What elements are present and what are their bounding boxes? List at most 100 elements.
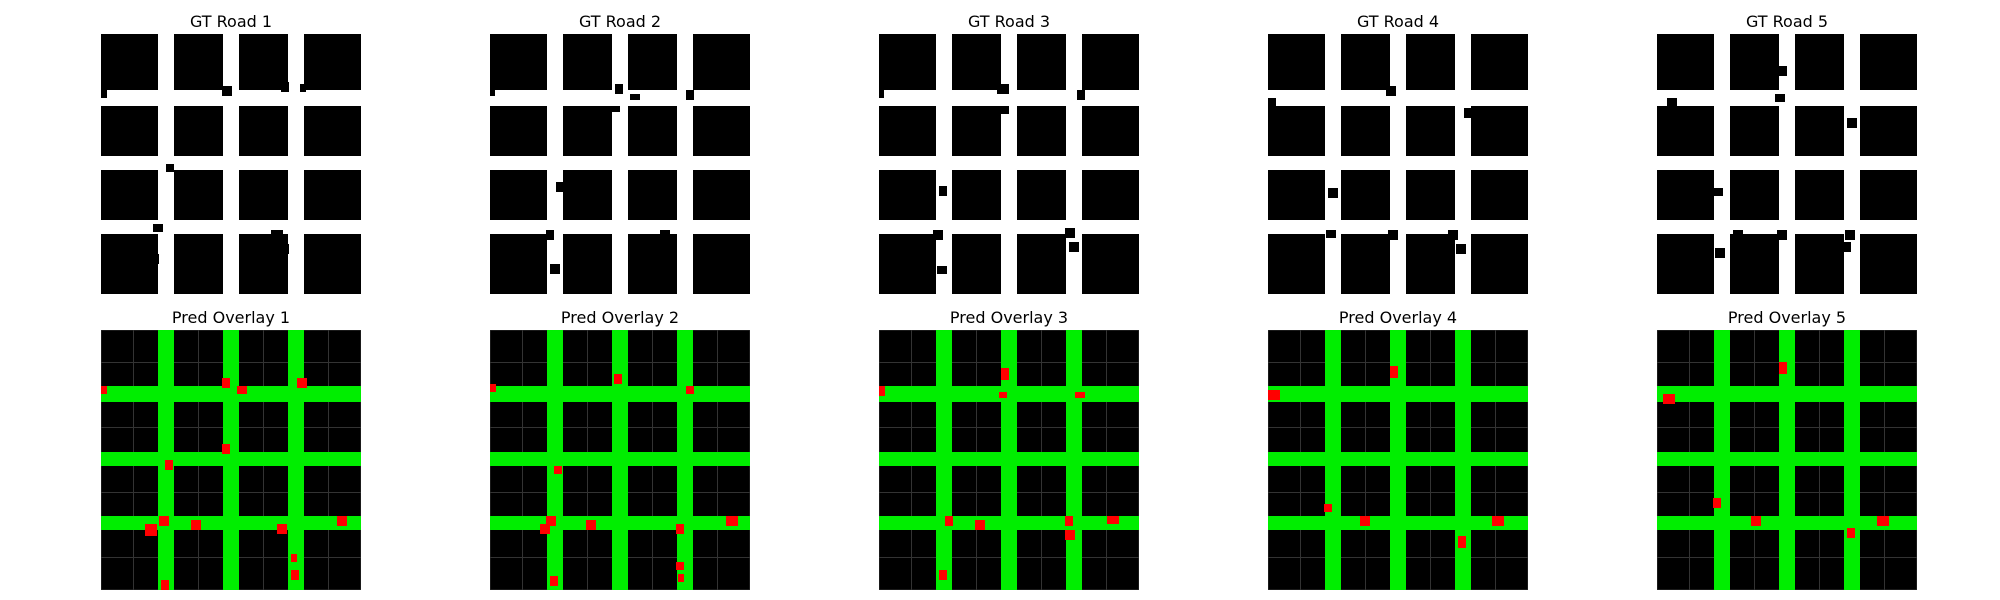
overlay-grid-graphic — [879, 330, 1139, 590]
error-marker — [678, 574, 684, 582]
road-notch — [630, 238, 640, 248]
error-marker — [1458, 536, 1466, 548]
error-marker — [1877, 516, 1889, 526]
error-marker — [676, 524, 684, 534]
road-band — [1268, 156, 1528, 170]
road-band — [879, 90, 1139, 106]
panel-title: Pred Overlay 4 — [1338, 308, 1458, 327]
error-marker — [1779, 362, 1787, 374]
road-grid-graphic — [101, 34, 361, 294]
road-notch — [1069, 242, 1079, 252]
overlay-grid-graphic — [1657, 330, 1917, 590]
road-notch — [879, 88, 884, 98]
error-marker — [1075, 392, 1085, 398]
panel-title: Pred Overlay 5 — [1727, 308, 1847, 327]
error-marker — [191, 520, 201, 530]
error-marker — [1001, 368, 1009, 380]
error-marker — [291, 554, 297, 562]
error-marker — [546, 516, 556, 526]
road-notch — [101, 90, 107, 98]
error-marker — [686, 386, 694, 394]
road-notch — [939, 186, 947, 196]
error-marker — [999, 392, 1007, 398]
road-notch — [1775, 94, 1785, 102]
predicted-road-band — [101, 516, 361, 530]
predicted-road-band — [1657, 452, 1917, 466]
road-mask-image — [101, 34, 361, 294]
panel-title: GT Road 3 — [967, 12, 1051, 31]
error-marker — [297, 378, 307, 388]
road-band — [490, 90, 750, 106]
road-notch — [1777, 230, 1787, 240]
prediction-overlay-image — [1657, 330, 1917, 590]
error-marker — [554, 466, 562, 474]
predicted-road-band — [101, 386, 361, 402]
road-notch — [630, 94, 640, 100]
road-band — [101, 90, 361, 106]
road-mask-image — [490, 34, 750, 294]
road-notch — [1326, 230, 1336, 238]
road-grid-graphic — [1657, 34, 1917, 294]
error-marker — [101, 386, 107, 394]
error-marker — [1107, 516, 1119, 524]
road-notch — [1733, 230, 1743, 240]
prediction-overlay-image — [1268, 330, 1528, 590]
road-notch — [149, 254, 159, 264]
road-band — [101, 156, 361, 170]
road-notch — [997, 84, 1009, 94]
error-marker — [1751, 516, 1761, 526]
error-marker — [161, 580, 169, 590]
panel-title: Pred Overlay 1 — [171, 308, 291, 327]
road-notch — [999, 106, 1009, 114]
road-notch — [1388, 230, 1398, 240]
road-grid-graphic — [1268, 34, 1528, 294]
road-band — [1657, 156, 1917, 170]
road-notch — [300, 84, 306, 92]
error-marker — [145, 524, 157, 536]
predicted-road-band — [490, 386, 750, 402]
error-marker — [550, 576, 558, 586]
predicted-road-band — [879, 452, 1139, 466]
error-marker — [1268, 390, 1280, 400]
road-band — [879, 220, 1139, 234]
error-marker — [586, 520, 596, 530]
error-marker — [165, 460, 173, 470]
overlay-grid-graphic — [490, 330, 750, 590]
error-marker — [291, 570, 299, 580]
road-grid-graphic — [879, 34, 1139, 294]
prediction-overlay-image — [101, 330, 361, 590]
predicted-road-band — [1657, 386, 1917, 402]
predicted-road-band — [101, 452, 361, 466]
error-marker — [726, 516, 738, 526]
overlay-grid-graphic — [1268, 330, 1528, 590]
road-notch — [1777, 66, 1787, 76]
road-notch — [550, 264, 560, 274]
error-marker — [1847, 528, 1855, 538]
road-band — [490, 156, 750, 170]
road-notch — [1448, 230, 1458, 240]
road-notch — [556, 182, 564, 192]
prediction-overlay-image — [490, 330, 750, 590]
road-notch — [490, 88, 495, 96]
error-marker — [1324, 504, 1332, 512]
error-marker — [939, 570, 947, 580]
road-mask-image — [879, 34, 1139, 294]
panel-title: GT Road 4 — [1356, 12, 1440, 31]
road-notch — [1456, 244, 1466, 254]
road-notch — [166, 164, 174, 172]
road-notch — [660, 230, 670, 240]
panel-title: GT Road 1 — [189, 12, 273, 31]
prediction-overlay-image — [879, 330, 1139, 590]
error-marker — [1360, 516, 1370, 526]
road-notch — [271, 230, 283, 240]
road-notch — [937, 266, 947, 274]
error-marker — [222, 444, 230, 454]
road-notch — [546, 230, 554, 240]
predicted-road-band — [1268, 386, 1528, 402]
road-grid-graphic — [490, 34, 750, 294]
predicted-road-band — [879, 516, 1139, 530]
road-notch — [686, 90, 694, 100]
road-notch — [1713, 188, 1723, 196]
road-notch — [1065, 228, 1075, 238]
road-notch — [209, 236, 219, 246]
